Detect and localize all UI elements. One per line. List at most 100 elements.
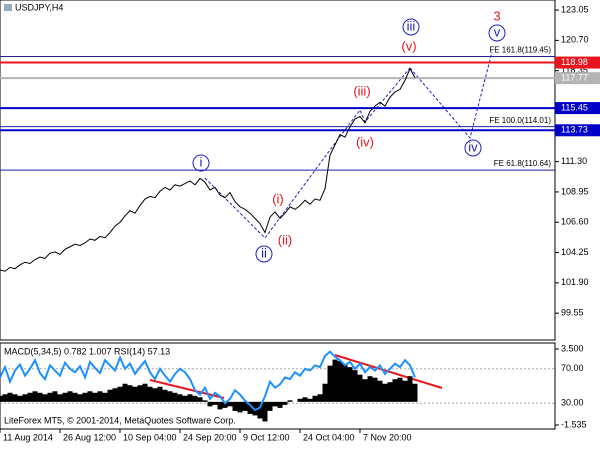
macd-bar: [247, 401, 253, 414]
macd-bar: [67, 391, 73, 402]
price-line: [0, 67, 416, 272]
macd-bar: [297, 398, 303, 402]
macd-bar: [192, 395, 198, 402]
macd-bar: [172, 392, 178, 402]
wave-label: iv: [468, 139, 478, 154]
macd-bar: [242, 401, 248, 411]
wave-label: (iii): [353, 83, 370, 98]
macd-bar: [147, 386, 153, 402]
macd-bar: [152, 388, 158, 402]
level-tag: [555, 102, 600, 115]
wave-circle: [402, 18, 420, 36]
macd-bar: [217, 401, 223, 410]
y-tick-label: 3.500: [561, 343, 584, 353]
macd-bar: [77, 394, 83, 402]
macd-bar: [12, 394, 18, 402]
x-tick-label: 26 Aug 12:00: [63, 432, 116, 442]
macd-bar: [167, 391, 173, 402]
wave-label: v: [494, 24, 501, 39]
macd-bar: [337, 361, 343, 402]
macd-bar: [47, 392, 53, 402]
macd-bar: [7, 392, 13, 402]
y-tick-label: 123.05: [561, 4, 589, 14]
level-label: 115.45: [561, 102, 588, 112]
x-tick-label: 24 Oct 04:00: [303, 432, 355, 442]
macd-bar: [2, 394, 8, 402]
macd-bar: [347, 367, 353, 402]
level-label: 113.73: [561, 125, 588, 135]
fibo-label: FE 100.0(114.01): [489, 116, 551, 125]
macd-bar: [32, 391, 38, 402]
y-tick-label: 101.90: [561, 277, 589, 287]
y-tick-label: 108.95: [561, 186, 589, 196]
macd-bar: [317, 394, 323, 402]
x-tick-label: 9 Oct 12:00: [243, 432, 290, 442]
macd-bar: [62, 392, 68, 402]
wave-label: 3: [493, 8, 500, 23]
footer: LiteForex MT5, © 2001-2014, MetaQuotes S…: [4, 415, 236, 425]
macd-bar: [257, 401, 263, 419]
wave-circle: [192, 154, 210, 172]
macd-bar: [132, 386, 138, 402]
macd-bar: [177, 394, 183, 402]
y-tick-label: 118.35: [561, 65, 588, 75]
macd-bar: [367, 376, 373, 402]
chart-title: USDJPY,H4: [15, 2, 63, 12]
macd-bar: [267, 401, 273, 411]
level-tag: [555, 124, 600, 137]
macd-bar: [52, 391, 58, 402]
macd-bar: [162, 389, 168, 402]
macd-bar: [222, 401, 228, 408]
macd-bar: [182, 395, 188, 402]
wave-circle: [255, 245, 273, 263]
macd-bar: [57, 394, 63, 402]
x-tick-label: 24 Sep 20:00: [183, 432, 237, 442]
macd-bar: [387, 382, 393, 402]
macd-bar: [82, 392, 88, 402]
macd-bar: [252, 401, 258, 416]
macd-bar: [37, 392, 43, 402]
wave-label: (i): [272, 191, 284, 206]
macd-bar: [272, 401, 278, 407]
macd-bar: [197, 397, 203, 402]
macd-bar: [17, 395, 23, 402]
macd-bar: [42, 394, 48, 402]
macd-bar: [332, 359, 338, 402]
y2-tick-label: 70.00: [561, 363, 584, 373]
x-tick-label: 7 Nov 20:00: [363, 432, 412, 442]
macd-bar: [232, 401, 238, 411]
macd-bar: [307, 398, 313, 402]
macd-bar: [187, 394, 193, 402]
macd-bar: [327, 365, 333, 402]
y-tick-label: 106.60: [561, 217, 589, 227]
macd-bar: [112, 388, 118, 402]
wave-circle: [464, 139, 482, 157]
macd-bar: [407, 376, 413, 402]
wave-label: (iv): [356, 134, 374, 149]
indicator-title: MACD(5,34,5) 0.782 1.007 RSI(14) 57.13: [4, 346, 170, 356]
macd-bar: [117, 386, 123, 402]
y-tick-label: -1.535: [561, 419, 587, 429]
wave-circle: [488, 24, 506, 42]
macd-bar: [122, 383, 128, 402]
macd-bar: [137, 385, 143, 402]
macd-bar: [92, 392, 98, 402]
x-tick-label: 11 Aug 2014: [3, 432, 53, 442]
level-label: 117.77: [561, 73, 588, 83]
macd-bar: [412, 383, 418, 402]
macd-bar: [277, 401, 283, 408]
macd-bar: [102, 392, 108, 402]
macd-bar: [402, 380, 408, 402]
macd-bar: [377, 380, 383, 402]
macd-bar: [362, 379, 368, 402]
y2-tick-label: 30.00: [561, 398, 584, 408]
macd-bar: [262, 401, 268, 422]
level-label: 118.98: [561, 57, 588, 67]
macd-bar: [202, 400, 208, 402]
macd-bar: [97, 391, 103, 402]
macd-bar: [207, 401, 213, 407]
level-tag: [555, 56, 600, 69]
y-tick-label: 104.25: [561, 247, 589, 257]
y-tick-label: 111.30: [561, 156, 587, 166]
